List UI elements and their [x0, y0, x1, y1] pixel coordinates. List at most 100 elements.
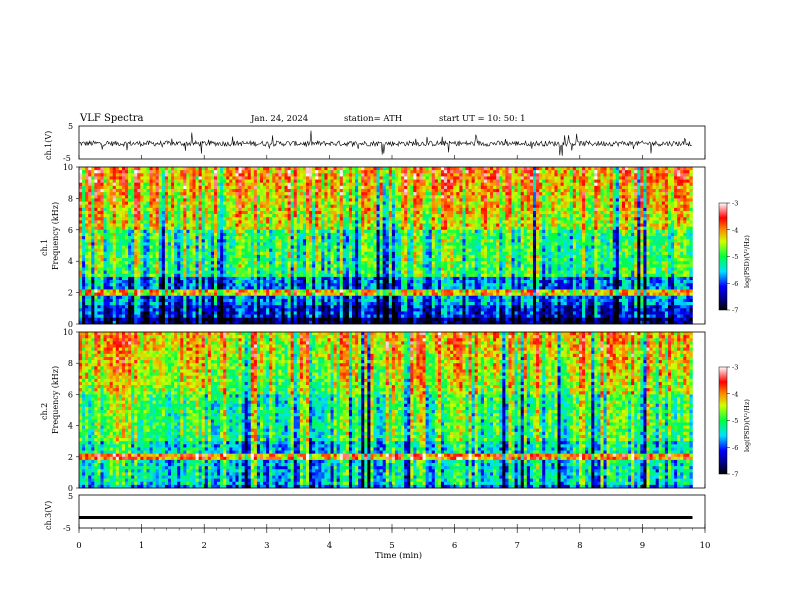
spectrogram-cell [269, 232, 273, 237]
spectrogram-cell [321, 182, 325, 187]
spectrogram-cell [220, 217, 224, 221]
spectrogram-cell [419, 207, 423, 212]
spectrogram-cell [612, 236, 617, 240]
spectrogram-cell [103, 236, 107, 240]
spectrogram-cell [339, 176, 344, 180]
spectrogram-cell [348, 223, 353, 227]
spectrogram-cell [585, 207, 589, 212]
spectrogram-cell [293, 185, 298, 190]
spectrogram-cell [440, 207, 445, 212]
spectrogram-cell [532, 185, 537, 190]
spectrogram-cell [637, 210, 641, 215]
spectrogram-cell [453, 236, 457, 240]
spectrogram-cell [327, 167, 331, 171]
spectrogram-cell [235, 223, 239, 227]
spectrogram-cell [210, 210, 215, 215]
spectrogram-cell [192, 167, 196, 171]
spectrogram-cell [606, 198, 610, 202]
spectrogram-cell [94, 204, 98, 209]
spectrogram-cell [367, 185, 371, 190]
spectrogram-cell [379, 220, 383, 224]
spectrogram-cell [171, 170, 175, 174]
spectrogram-cell [499, 207, 503, 212]
spectrogram-cell [508, 229, 512, 234]
spectrogram-cell [456, 176, 460, 180]
spectrogram-cell [91, 204, 95, 209]
spectrogram-cell [453, 204, 457, 209]
spectrogram-cell [440, 182, 445, 187]
spectrogram-cell [364, 226, 368, 231]
spectrogram-cell [321, 229, 325, 234]
spectrogram-cell [146, 220, 150, 224]
spectrogram-cell [600, 207, 604, 212]
spectrogram-cell [526, 167, 531, 171]
spectrogram-cell [526, 214, 531, 218]
spectrogram-cell [373, 229, 377, 234]
spectrogram-cell [572, 236, 577, 240]
spectrogram-cell [404, 242, 408, 246]
spectrogram-cell [189, 220, 193, 224]
spectrogram-cell [91, 167, 95, 171]
spectrogram-cell [539, 167, 543, 171]
spectrogram-cell [250, 185, 255, 190]
spectrogram-cell [146, 188, 150, 193]
spectrogram-cell [526, 217, 531, 221]
spectrogram-cell [483, 195, 488, 199]
spectrogram-cell [106, 214, 110, 218]
spectrogram-cell [318, 201, 322, 205]
spectrogram-cell [413, 192, 417, 196]
spectrogram-cell [223, 223, 227, 227]
spectrogram-cell [582, 207, 586, 212]
spectrogram-cell [299, 226, 304, 231]
spectrogram-cell [195, 229, 199, 234]
spectrogram-cell [177, 176, 181, 180]
spectrogram-cell [183, 207, 187, 212]
spectrogram-cell [217, 226, 221, 231]
spectrogram-cell [103, 176, 107, 180]
spectrogram-cell [355, 239, 359, 243]
spectrogram-cell [658, 182, 663, 187]
spectrogram-cell [597, 179, 601, 183]
spectrogram-cell [100, 207, 104, 212]
spectrogram-cell [416, 214, 420, 218]
spectrogram-cell [661, 223, 666, 227]
spectrogram-cell [109, 185, 114, 190]
spectrogram-cell [410, 176, 414, 180]
spectrogram-cell [171, 195, 175, 199]
spectrogram-cell [140, 195, 144, 199]
spectrogram-cell [305, 170, 310, 174]
spectrogram-cell [333, 223, 337, 227]
spectrogram-cell [259, 229, 264, 234]
spectrogram-cell [88, 201, 92, 205]
spectrogram-cell [244, 217, 249, 221]
spectrogram-cell [342, 192, 347, 196]
spectrogram-cell [545, 204, 549, 209]
spectrogram-cell [327, 226, 331, 231]
spectrogram-cell [471, 226, 475, 231]
spectrogram-cell [125, 220, 129, 224]
spectrogram-cell [284, 210, 288, 215]
spectrogram-cell [658, 204, 663, 209]
spectrogram-cell [422, 214, 426, 218]
spectrogram-cell [302, 204, 307, 209]
spectrogram-cell [131, 207, 135, 212]
spectrogram-cell [232, 236, 236, 240]
spectrogram-cell [259, 214, 264, 218]
spectrogram-cell [330, 223, 334, 227]
spectrogram-cell [207, 217, 212, 221]
spectrogram-cell [358, 182, 362, 187]
spectrogram-cell [358, 173, 362, 177]
spectrogram-cell [293, 195, 298, 199]
spectrogram-cell [615, 229, 620, 234]
spectrogram-cell [609, 182, 614, 187]
spectrogram-cell [88, 210, 92, 215]
spectrogram-cell [658, 170, 663, 174]
spectrogram-cell [269, 170, 273, 174]
spectrogram-cell [578, 185, 583, 190]
spectrogram-cell [312, 188, 316, 193]
spectrogram-cell [462, 204, 466, 209]
spectrogram-cell [241, 242, 245, 246]
spectrogram-cell [477, 201, 482, 205]
spectrogram-cell [302, 170, 307, 174]
spectrogram-cell [305, 207, 310, 212]
